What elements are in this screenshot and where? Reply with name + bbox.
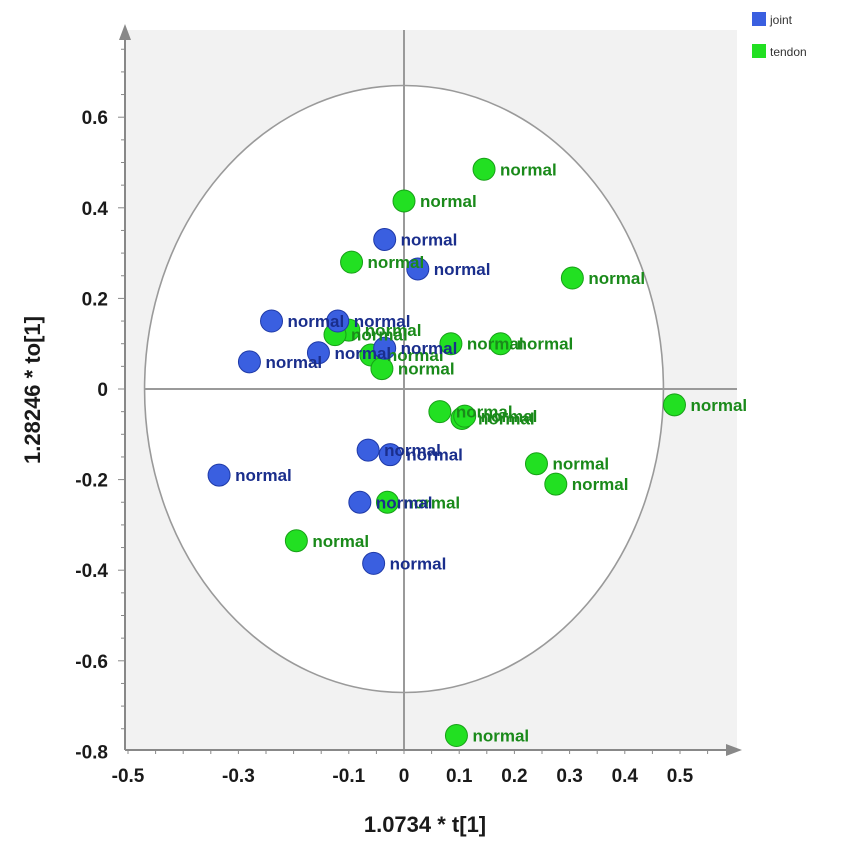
scatter-point-tendon (375, 490, 399, 514)
y-axis-title: 1.28246 * to[1] (20, 316, 45, 464)
point-label-tendon: normal (398, 360, 455, 379)
point-label-tendon: normal (481, 407, 538, 426)
point-label-joint: normal (288, 312, 345, 331)
y-tick-label: -0.8 (75, 742, 108, 763)
x-tick-label: 0.3 (556, 766, 582, 787)
y-axis-arrow (119, 24, 131, 40)
point-label-joint: normal (334, 344, 391, 363)
point-label-tendon: normal (588, 269, 645, 288)
point-label-joint: normal (401, 339, 458, 358)
scatter-point-joint (207, 463, 231, 487)
point-label-joint: normal (434, 260, 491, 279)
point-label-tendon: normal (420, 192, 477, 211)
y-tick-label: 0 (97, 380, 108, 401)
scatter-point-tendon (489, 332, 513, 356)
point-label-joint: normal (265, 353, 322, 372)
x-tick-label: -0.1 (332, 766, 365, 787)
point-label-tendon: normal (351, 326, 408, 345)
point-label-tendon: normal (456, 403, 513, 422)
scatter-point-joint (326, 309, 350, 333)
point-label-tendon: normal (467, 335, 524, 354)
point-label-tendon: normal (312, 532, 369, 551)
legend: joint tendon (752, 12, 807, 59)
x-tick-label: -0.5 (112, 766, 145, 787)
scatter-point-tendon (428, 400, 452, 424)
scatter-point-joint (406, 257, 430, 281)
point-label-tendon: normal (478, 409, 535, 428)
point-label-tendon: normal (472, 727, 529, 746)
point-label-joint: normal (384, 441, 441, 460)
point-label-tendon: normal (368, 253, 425, 272)
scatter-point-joint (356, 438, 380, 462)
scatter-point-tendon (524, 452, 548, 476)
point-label-tendon: normal (403, 493, 460, 512)
point-label-joint: normal (401, 231, 458, 250)
legend-swatch-joint (752, 12, 766, 26)
point-label-tendon: normal (552, 455, 609, 474)
point-label-joint: normal (235, 466, 292, 485)
scatter-point-joint (378, 443, 402, 467)
scatter-point-tendon (544, 472, 568, 496)
y-tick-label: -0.2 (75, 471, 108, 492)
scatter-point-tendon (392, 189, 416, 213)
scatter-point-tendon (284, 529, 308, 553)
scatter-point-tendon (444, 724, 468, 748)
x-tick-label: 0.4 (612, 766, 639, 787)
point-label-tendon: normal (572, 475, 629, 494)
point-label-joint: normal (406, 446, 463, 465)
scatter-point-tendon (340, 250, 364, 274)
scatter-point-tendon (439, 332, 463, 356)
scatter-point-joint (260, 309, 284, 333)
x-tick-label: 0.1 (446, 766, 473, 787)
point-label-tendon: normal (690, 396, 747, 415)
y-tick-label: -0.6 (75, 652, 108, 673)
scatter-point-tendon (453, 404, 477, 428)
scatter-point-joint (373, 228, 397, 252)
x-tick-label: 0.5 (667, 766, 694, 787)
point-label-tendon: normal (365, 321, 422, 340)
x-tick-label: -0.3 (222, 766, 255, 787)
x-tick-label: 0.2 (501, 766, 527, 787)
point-label-tendon: normal (387, 346, 444, 365)
scatter-point-tendon (560, 266, 584, 290)
scatter-point-joint (373, 336, 397, 360)
scatter-point-joint (362, 551, 386, 575)
scatter-point-tendon (472, 157, 496, 181)
point-label-tendon: normal (517, 335, 574, 354)
scatter-point-joint (348, 490, 372, 514)
legend-swatch-tendon (752, 44, 766, 58)
y-tick-label: -0.4 (75, 561, 108, 582)
point-label-joint: normal (376, 493, 433, 512)
x-axis-title: 1.0734 * t[1] (364, 812, 486, 837)
scatter-point-tendon (662, 393, 686, 417)
y-tick-label: 0.2 (82, 289, 108, 310)
x-axis-arrow (726, 744, 742, 756)
legend-label-tendon: tendon (770, 45, 807, 59)
point-label-joint: normal (354, 312, 411, 331)
x-tick-label: 0 (399, 766, 410, 787)
point-label-joint: normal (390, 554, 447, 573)
y-tick-label: 0.4 (82, 199, 109, 220)
y-tick-label: 0.6 (82, 108, 108, 129)
point-label-tendon: normal (500, 160, 557, 179)
scatter-point-joint (237, 350, 261, 374)
scatter-point-joint (306, 341, 330, 365)
legend-label-joint: joint (769, 13, 793, 27)
